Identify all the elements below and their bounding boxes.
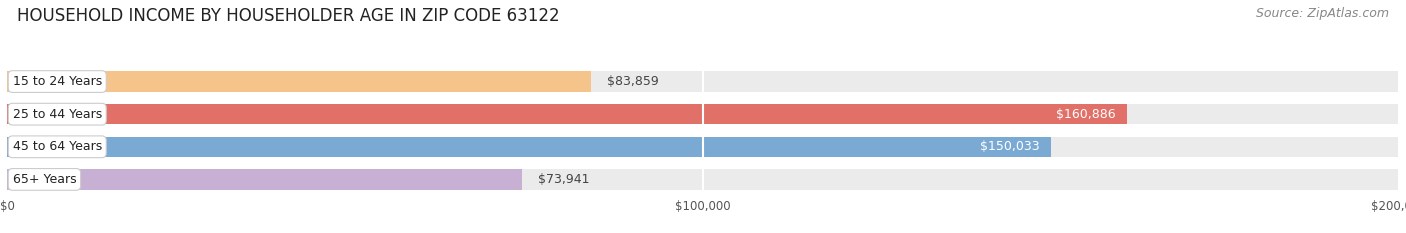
Text: 15 to 24 Years: 15 to 24 Years <box>13 75 101 88</box>
Bar <box>7 137 1052 157</box>
Text: HOUSEHOLD INCOME BY HOUSEHOLDER AGE IN ZIP CODE 63122: HOUSEHOLD INCOME BY HOUSEHOLDER AGE IN Z… <box>17 7 560 25</box>
Text: $160,886: $160,886 <box>1056 108 1115 121</box>
Bar <box>7 169 522 189</box>
Text: $83,859: $83,859 <box>607 75 659 88</box>
Text: $150,033: $150,033 <box>980 140 1040 153</box>
Text: Source: ZipAtlas.com: Source: ZipAtlas.com <box>1256 7 1389 20</box>
Bar <box>7 104 1126 124</box>
Text: $73,941: $73,941 <box>538 173 591 186</box>
Text: 65+ Years: 65+ Years <box>13 173 76 186</box>
Bar <box>7 169 1399 189</box>
Bar <box>7 72 591 92</box>
Bar <box>7 137 1399 157</box>
Bar <box>7 104 1399 124</box>
Text: 45 to 64 Years: 45 to 64 Years <box>13 140 101 153</box>
Text: 25 to 44 Years: 25 to 44 Years <box>13 108 101 121</box>
Bar <box>7 72 1399 92</box>
